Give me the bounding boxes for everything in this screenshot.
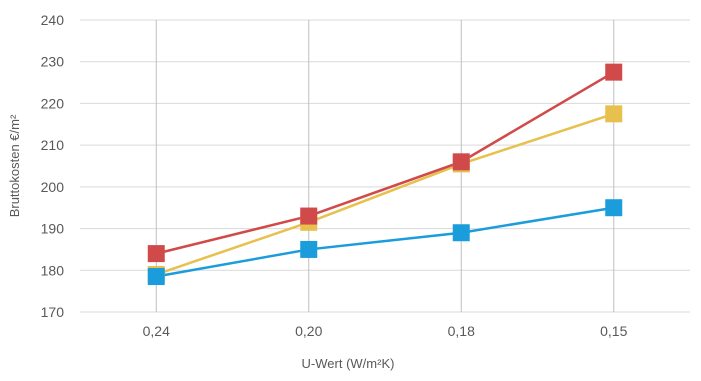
- y-tick-label: 230: [41, 54, 65, 70]
- y-tick-labels: 170 180 190 200 210 220 230 240: [41, 12, 65, 320]
- series-line-2: [156, 208, 614, 277]
- series-3-marker: [148, 245, 165, 262]
- x-tick-label: 0,18: [448, 323, 475, 339]
- x-tick-labels: 0,24 0,20 0,18 0,15: [143, 323, 628, 339]
- series-lines: [156, 72, 614, 276]
- series-2-marker: [453, 224, 470, 241]
- y-tick-label: 220: [41, 95, 65, 111]
- y-axis-title: Bruttokosten €/m²: [7, 114, 22, 217]
- x-axis-title: U-Wert (W/m²K): [302, 356, 395, 371]
- y-tick-label: 240: [41, 12, 65, 28]
- series-2-marker: [300, 241, 317, 258]
- y-tick-label: 210: [41, 137, 65, 153]
- y-tick-label: 170: [41, 304, 65, 320]
- y-tick-label: 180: [41, 262, 65, 278]
- series-1-marker: [605, 105, 622, 122]
- series-3-marker: [300, 208, 317, 225]
- y-tick-label: 190: [41, 221, 65, 237]
- x-tick-label: 0,15: [600, 323, 627, 339]
- y-tick-label: 200: [41, 179, 65, 195]
- series-line-3: [156, 72, 614, 253]
- series-line-1: [156, 114, 614, 275]
- x-tick-label: 0,24: [143, 323, 170, 339]
- series-3-marker: [453, 153, 470, 170]
- x-tick-label: 0,20: [295, 323, 322, 339]
- series-3-marker: [605, 64, 622, 81]
- series-2-marker: [148, 268, 165, 285]
- series-2-marker: [605, 199, 622, 216]
